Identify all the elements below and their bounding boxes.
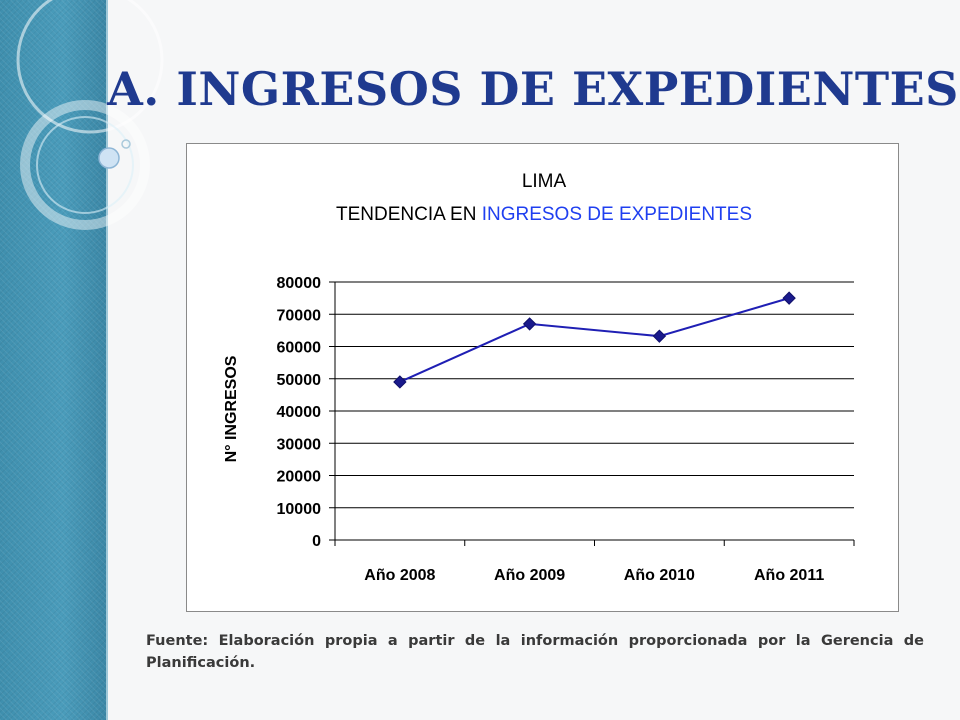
deco-ring-large [16, 0, 164, 134]
y-tick-label: 70000 [277, 307, 322, 324]
axes [329, 281, 855, 546]
x-tick-label: Año 2009 [494, 567, 565, 584]
y-tick-label: 10000 [277, 501, 322, 518]
data-point-marker [393, 375, 407, 389]
y-tick-label: 20000 [277, 469, 322, 486]
data-point-marker [782, 291, 796, 305]
page-title: A. INGRESOS DE EXPEDIENTES [107, 62, 959, 116]
deco-ring-medium [20, 100, 150, 230]
chart-frame: LIMA TENDENCIA EN INGRESOS DE EXPEDIENTE… [186, 143, 899, 612]
data-point-marker [652, 329, 667, 343]
y-tick-label: 40000 [277, 404, 322, 421]
y-axis-label: N° INGRESOS [223, 355, 240, 462]
series [393, 291, 796, 389]
y-tick-label: 30000 [277, 436, 322, 453]
x-tick-labels: Año 2008 Año 2009 Año 2010 Año 2011 [364, 567, 824, 584]
gridlines [335, 281, 854, 509]
chart-subtitle: TENDENCIA EN INGRESOS DE EXPEDIENTES [336, 204, 752, 225]
chart-title: LIMA [522, 171, 567, 192]
y-tick-label: 60000 [277, 340, 322, 357]
chart-subtitle-prefix: TENDENCIA EN [336, 204, 482, 225]
chart-subtitle-highlight: INGRESOS DE EXPEDIENTES [482, 204, 752, 225]
data-point-marker [522, 317, 537, 331]
deco-ring-inner [36, 116, 134, 214]
side-band [0, 0, 108, 720]
line-chart: LIMA TENDENCIA EN INGRESOS DE EXPEDIENTE… [223, 171, 855, 584]
decorative-circles [16, 0, 164, 230]
source-note: Fuente: Elaboración propia a partir de l… [146, 633, 924, 671]
x-tick-label: Año 2010 [624, 567, 695, 584]
series-line [399, 297, 790, 383]
y-tick-labels: 0 10000 20000 30000 40000 50000 60000 70000 8000… [277, 275, 322, 550]
y-tick-label: 0 [312, 533, 321, 550]
deco-dot-small [121, 139, 131, 149]
x-tick-label: Año 2011 [754, 567, 824, 584]
deco-dot-large [98, 147, 120, 169]
y-tick-label: 50000 [277, 372, 322, 389]
x-tick-label: Año 2008 [364, 567, 435, 584]
y-tick-label: 80000 [277, 275, 322, 292]
